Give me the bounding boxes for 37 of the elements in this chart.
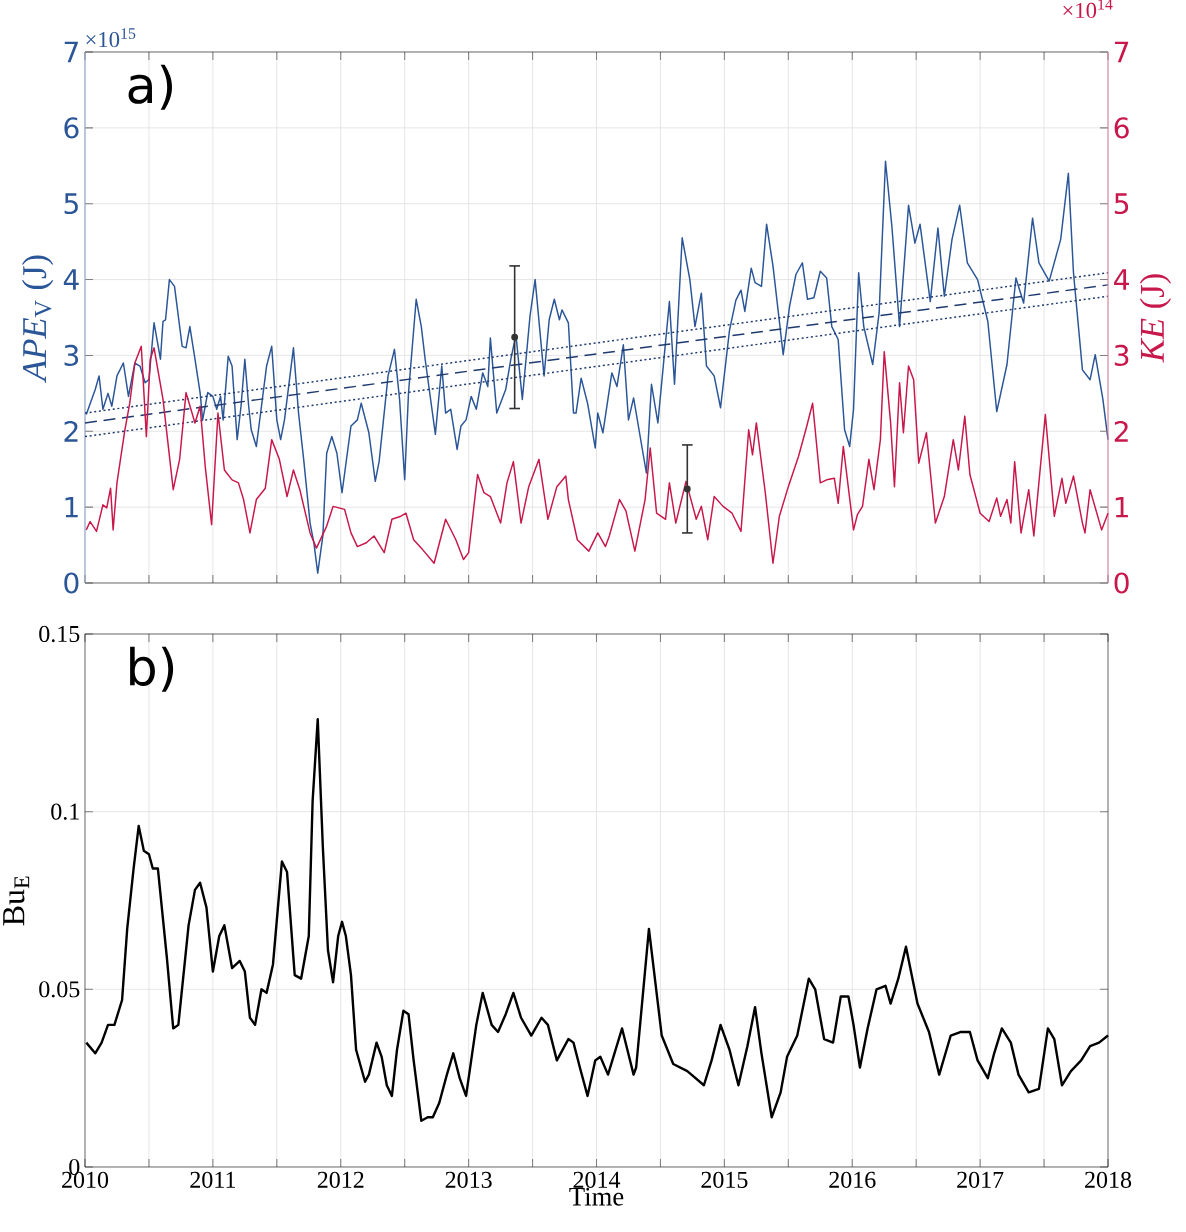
x-tick-label: 2012	[317, 1171, 364, 1188]
y-tick-label: 6	[64, 117, 79, 139]
x-tick-label: 2015	[701, 1171, 748, 1188]
x-tick-label: 2014	[573, 1171, 621, 1188]
y-axis-title: APE$_{V}$ (J)	[21, 255, 54, 383]
y-tick-label: 5	[64, 193, 78, 215]
y-tick-label: 0.05	[39, 981, 80, 998]
y-tick-label: 2	[64, 420, 78, 442]
y2-tick-label: 5	[1114, 193, 1129, 215]
y2-tick-label: 0	[1114, 572, 1129, 594]
x-tick-label: 2011	[190, 1171, 235, 1188]
x-tick-label: 2018	[1085, 1171, 1132, 1188]
y-tick-label: 7	[64, 41, 78, 63]
y2-tick-label: 4	[1114, 269, 1129, 290]
y2-tick-label: 1	[1115, 496, 1128, 518]
annotation: b)	[130, 646, 174, 692]
y-tick-label: 4	[63, 269, 79, 290]
y2-tick-label: 3	[1114, 344, 1129, 367]
annotation: a)	[128, 64, 172, 110]
y2-axis-title: KE (J)	[1139, 274, 1172, 363]
y-tick-label: 0	[64, 572, 79, 594]
y2-tick-label: 2	[1114, 420, 1128, 442]
y-tick-label: 0.1	[51, 803, 79, 820]
x-axis-title: Time	[569, 1187, 624, 1206]
x-tick-label: 2013	[445, 1171, 492, 1188]
text: ×10$^{15}$	[86, 28, 136, 48]
y-tick-label: 3	[64, 344, 79, 367]
y-axis-title: Bu$_{E}$	[3, 876, 30, 926]
line-series	[85, 160, 1109, 574]
line-series	[85, 345, 1109, 565]
y-tick-label: 1	[65, 496, 78, 518]
y2-tick-label: 6	[1114, 117, 1129, 139]
text: ×10$^{14}$	[1063, 0, 1113, 19]
x-tick-label: 2017	[957, 1171, 1004, 1188]
y2-tick-label: 7	[1115, 41, 1129, 63]
x-tick-label: 2016	[829, 1171, 876, 1188]
y-tick-label: 0.15	[39, 625, 80, 643]
